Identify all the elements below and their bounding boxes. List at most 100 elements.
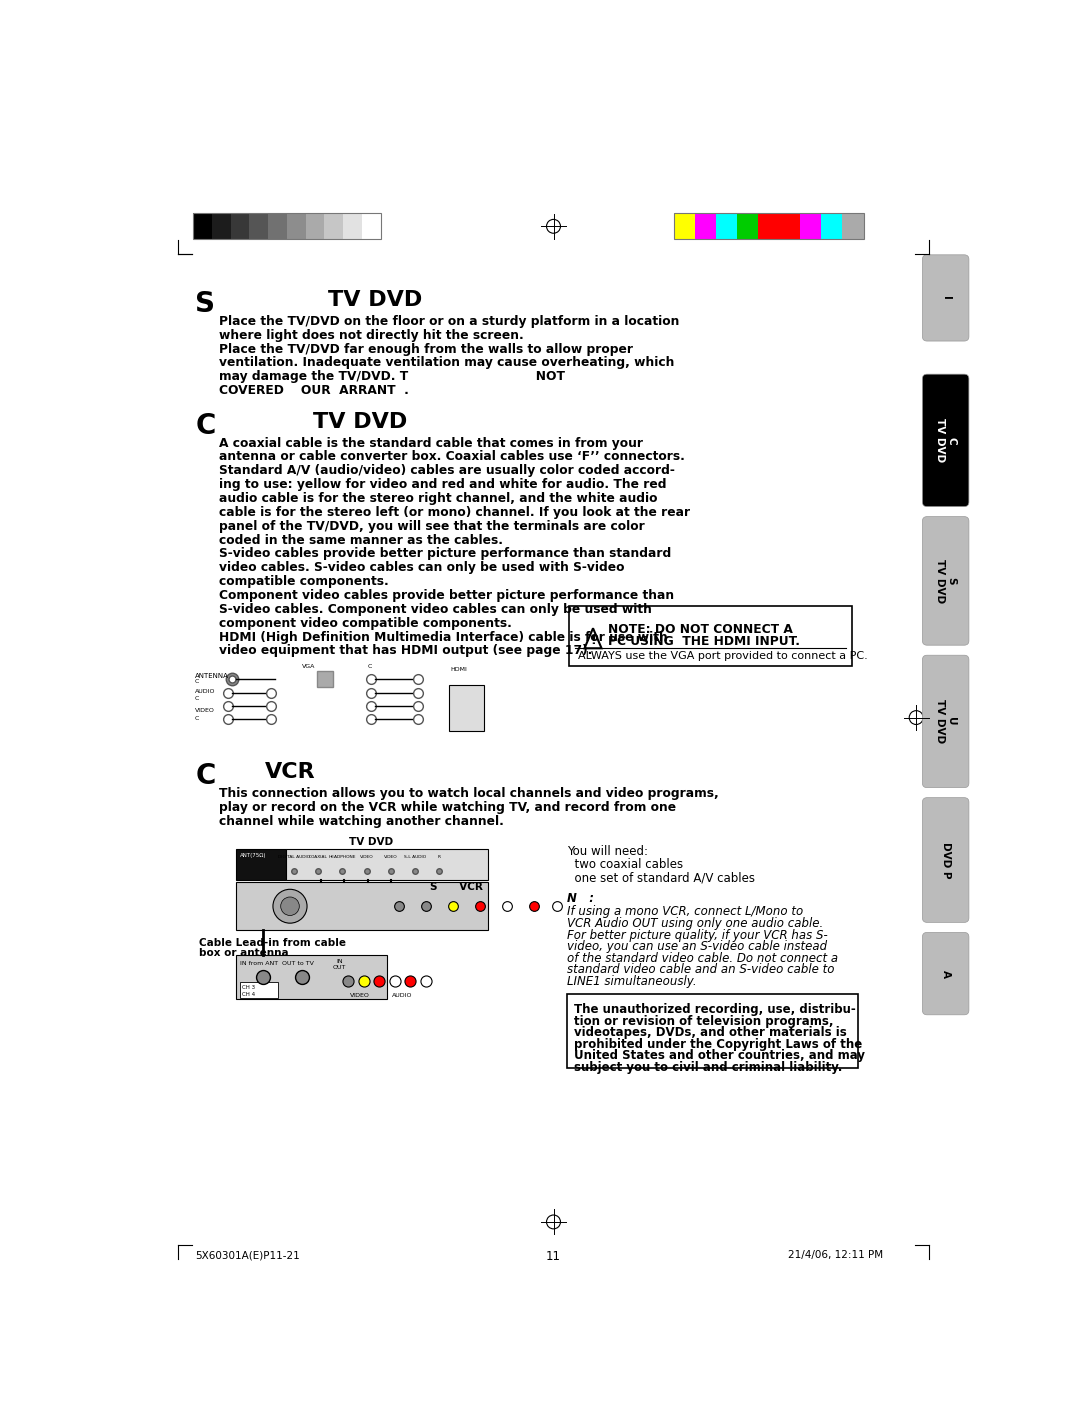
Bar	[268, 214, 287, 239]
Text: HDMI (High Definition Multimedia Interface) cable is for use with: HDMI (High Definition Multimedia Interfa…	[218, 631, 667, 644]
Bar	[235, 954, 387, 1000]
Text: IN from ANT: IN from ANT	[240, 961, 278, 965]
Text: video cables. S-video cables can only be used with S-video: video cables. S-video cables can only be…	[218, 561, 624, 574]
Text: C: C	[194, 716, 199, 721]
Text: Component video cables provide better picture performance than: Component video cables provide better pi…	[218, 590, 674, 602]
Text: TV DVD: TV DVD	[328, 290, 422, 310]
Text: S
TV DVD: S TV DVD	[935, 558, 957, 602]
Text: S-L AUDIO: S-L AUDIO	[404, 856, 426, 860]
Text: ventilation. Inadequate ventilation may cause overheating, which: ventilation. Inadequate ventilation may …	[218, 356, 674, 369]
Text: DIGITAL AUDIO: DIGITAL AUDIO	[278, 856, 310, 860]
Text: AUDIO: AUDIO	[194, 689, 215, 693]
Text: C: C	[194, 679, 199, 684]
Text: For better picture quality, if your VCR has S-: For better picture quality, if your VCR …	[567, 928, 828, 941]
Bar	[674, 214, 864, 239]
Text: Standard A/V (audio/video) cables are usually color coded accord-: Standard A/V (audio/video) cables are us…	[218, 464, 675, 477]
Text: channel while watching another channel.: channel while watching another channel.	[218, 815, 503, 827]
Text: 11: 11	[546, 1250, 561, 1263]
Bar	[306, 214, 324, 239]
Text: OUT: OUT	[333, 964, 346, 970]
Text: panel of the TV/DVD, you will see that the terminals are color: panel of the TV/DVD, you will see that t…	[218, 520, 645, 533]
Text: ing to use: yellow for video and red and white for audio. The red: ing to use: yellow for video and red and…	[218, 478, 666, 491]
Bar	[567, 994, 859, 1068]
Bar	[842, 214, 864, 239]
Bar	[235, 849, 286, 880]
Text: VGA: VGA	[301, 665, 315, 669]
Bar	[324, 214, 343, 239]
Text: prohibited under the Copyright Laws of the: prohibited under the Copyright Laws of t…	[573, 1038, 862, 1051]
Text: I: I	[941, 296, 950, 300]
Text: PC USING  THE HDMI INPUT.: PC USING THE HDMI INPUT.	[608, 635, 800, 648]
Bar	[287, 214, 306, 239]
Bar	[249, 214, 268, 239]
FancyBboxPatch shape	[922, 255, 969, 342]
Text: IN: IN	[337, 958, 343, 964]
Text: A coaxial cable is the standard cable that comes in from your: A coaxial cable is the standard cable th…	[218, 437, 643, 450]
Text: If using a mono VCR, connect L/Mono to: If using a mono VCR, connect L/Mono to	[567, 906, 804, 918]
Text: ANT(75Ω): ANT(75Ω)	[240, 853, 266, 859]
Text: C: C	[195, 412, 216, 440]
Text: VCR Audio OUT using only one audio cable.: VCR Audio OUT using only one audio cable…	[567, 917, 824, 930]
Text: S      VCR: S VCR	[430, 881, 483, 891]
Bar	[286, 849, 488, 880]
Text: Cable Lead-in from cable: Cable Lead-in from cable	[199, 937, 346, 947]
Text: ANTENNA: ANTENNA	[194, 674, 229, 679]
Text: U
TV DVD: U TV DVD	[935, 699, 957, 743]
Text: tion or revision of television programs,: tion or revision of television programs,	[573, 1015, 833, 1028]
Text: Place the TV/DVD far enough from the walls to allow proper: Place the TV/DVD far enough from the wal…	[218, 343, 633, 356]
Text: VIDEO: VIDEO	[360, 856, 374, 860]
Text: A: A	[941, 970, 950, 978]
Text: CH 3: CH 3	[242, 985, 255, 990]
Text: OUT to TV: OUT to TV	[282, 961, 314, 965]
Text: N   :: N :	[567, 893, 594, 906]
Text: HEADPHONE: HEADPHONE	[328, 856, 356, 860]
Text: component video compatible components.: component video compatible components.	[218, 617, 512, 629]
Text: Place the TV/DVD on the floor or on a sturdy platform in a location: Place the TV/DVD on the floor or on a st…	[218, 315, 679, 328]
Bar	[449, 685, 484, 732]
Text: LINE1 simultaneously.: LINE1 simultaneously.	[567, 975, 697, 988]
Text: R: R	[437, 856, 441, 860]
Text: antenna or cable converter box. Coaxial cables use ‘F’’ connectors.: antenna or cable converter box. Coaxial …	[218, 450, 685, 463]
Text: S-video cables provide better picture performance than standard: S-video cables provide better picture pe…	[218, 547, 671, 561]
Text: subject you to civil and criminal liability.: subject you to civil and criminal liabil…	[573, 1061, 842, 1074]
Text: COAXIAL: COAXIAL	[309, 856, 327, 860]
Text: C: C	[367, 665, 372, 669]
Text: DVD P: DVD P	[941, 842, 950, 879]
Bar	[235, 883, 488, 930]
FancyBboxPatch shape	[922, 517, 969, 645]
Bar	[569, 607, 852, 666]
Text: S: S	[195, 290, 215, 318]
Text: standard video cable and an S-video cable to: standard video cable and an S-video cabl…	[567, 963, 835, 977]
Text: C
TV DVD: C TV DVD	[935, 419, 957, 463]
Text: C: C	[195, 762, 216, 790]
Text: COVERED    OUR  ARRANT  .: COVERED OUR ARRANT .	[218, 384, 408, 397]
FancyBboxPatch shape	[922, 655, 969, 787]
Text: CH 4: CH 4	[242, 991, 255, 997]
Text: VIDEO: VIDEO	[383, 856, 397, 860]
Text: videotapes, DVDs, and other materials is: videotapes, DVDs, and other materials is	[573, 1027, 847, 1040]
Text: video equipment that has HDMI output (see page 17).: video equipment that has HDMI output (se…	[218, 645, 592, 658]
Bar	[737, 214, 758, 239]
Bar	[758, 214, 779, 239]
FancyBboxPatch shape	[922, 797, 969, 923]
Text: 5X60301A(E)P11-21: 5X60301A(E)P11-21	[195, 1250, 300, 1260]
Text: box or antenna: box or antenna	[199, 947, 288, 957]
Text: compatible components.: compatible components.	[218, 575, 389, 588]
Text: play or record on the VCR while watching TV, and record from one: play or record on the VCR while watching…	[218, 800, 676, 813]
Circle shape	[273, 890, 307, 923]
FancyBboxPatch shape	[922, 375, 969, 507]
Text: TV DVD: TV DVD	[349, 837, 393, 847]
Text: S-video cables. Component video cables can only be used with: S-video cables. Component video cables c…	[218, 602, 651, 615]
Text: ALWAYS use the VGA port provided to connect a PC.: ALWAYS use the VGA port provided to conn…	[578, 651, 868, 661]
Text: HDMI: HDMI	[450, 668, 468, 672]
Bar	[343, 214, 362, 239]
Text: where light does not directly hit the screen.: where light does not directly hit the sc…	[218, 329, 524, 342]
Circle shape	[281, 897, 299, 916]
Text: 21/4/06, 12:11 PM: 21/4/06, 12:11 PM	[787, 1250, 882, 1260]
Bar	[231, 214, 249, 239]
Text: C: C	[194, 696, 199, 701]
Text: The unauthorized recording, use, distribu-: The unauthorized recording, use, distrib…	[573, 1004, 855, 1017]
Text: may damage the TV/DVD. T                              NOT: may damage the TV/DVD. T NOT	[218, 370, 565, 383]
Text: VCR: VCR	[265, 762, 315, 782]
Bar	[716, 214, 737, 239]
